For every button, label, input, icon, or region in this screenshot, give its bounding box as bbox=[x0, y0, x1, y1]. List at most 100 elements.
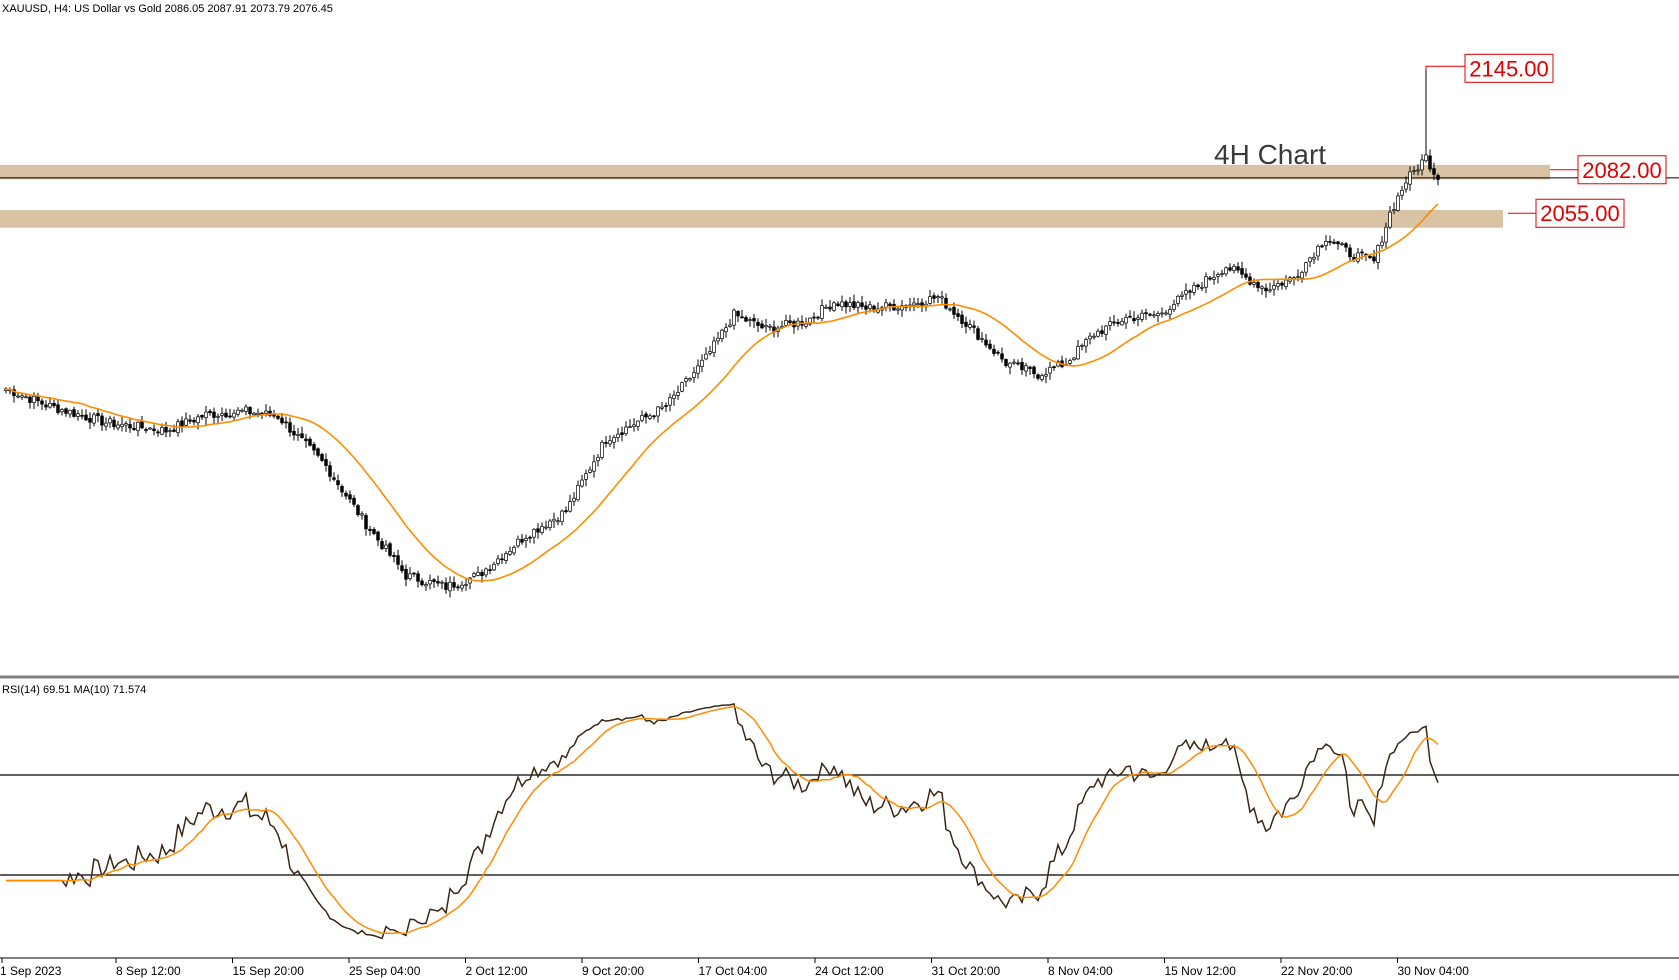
candle-body bbox=[768, 325, 772, 328]
candle-body bbox=[104, 422, 108, 427]
candle-body bbox=[600, 441, 604, 458]
candle-body bbox=[112, 419, 116, 428]
candle-body bbox=[700, 359, 704, 368]
candle-body bbox=[996, 351, 1000, 354]
candle-body bbox=[980, 338, 984, 340]
candle-body bbox=[652, 415, 656, 418]
candle-body bbox=[1324, 241, 1328, 247]
candle-body bbox=[636, 420, 640, 427]
candle-body bbox=[20, 395, 24, 398]
candle-body bbox=[684, 378, 688, 382]
candle-body bbox=[1128, 315, 1132, 318]
candle-body bbox=[1424, 154, 1428, 162]
level-label-2082.00: 2082.00 bbox=[1582, 158, 1662, 183]
candle-body bbox=[236, 409, 240, 415]
candle-body bbox=[356, 505, 360, 516]
candle-body bbox=[92, 414, 96, 424]
candle-body bbox=[1052, 366, 1056, 369]
candle-body bbox=[336, 480, 340, 486]
candle-body bbox=[480, 572, 484, 577]
candle-body bbox=[1120, 321, 1124, 326]
candle-body bbox=[40, 400, 44, 405]
candle-body bbox=[324, 459, 328, 466]
candle-body bbox=[348, 494, 352, 500]
candle-body bbox=[1096, 330, 1100, 337]
candle-body bbox=[252, 412, 256, 416]
candle-body bbox=[972, 325, 976, 328]
candle-body bbox=[136, 421, 140, 432]
candle-body bbox=[416, 573, 420, 582]
candle-body bbox=[940, 296, 944, 299]
candle-body bbox=[1356, 252, 1360, 262]
candle-body bbox=[392, 555, 396, 557]
candle-body bbox=[1160, 312, 1164, 315]
candle-body bbox=[368, 528, 372, 531]
candle-body bbox=[1032, 366, 1036, 375]
candle-body bbox=[524, 538, 528, 541]
level-label-2145.00: 2145.00 bbox=[1469, 56, 1549, 81]
candle-body bbox=[364, 515, 368, 530]
candle-body bbox=[412, 572, 416, 575]
symbol-header: XAUUSD, H4: US Dollar vs Gold 2086.05 20… bbox=[2, 3, 333, 15]
candle-body bbox=[604, 442, 608, 444]
candle-body bbox=[152, 428, 156, 432]
moving-average-line bbox=[5, 203, 1439, 582]
candle-body bbox=[1104, 325, 1108, 335]
candle-body bbox=[912, 302, 916, 306]
x-tick-label: 1 Sep 2023 bbox=[0, 964, 62, 978]
candle-body bbox=[1144, 312, 1148, 315]
zone-1 bbox=[0, 210, 1503, 228]
candle-body bbox=[64, 408, 68, 414]
candle-body bbox=[332, 477, 336, 480]
candle-body bbox=[612, 437, 616, 443]
candle-body bbox=[832, 302, 836, 311]
candle-body bbox=[1124, 317, 1128, 324]
candle-body bbox=[1020, 362, 1024, 371]
x-tick-label: 24 Oct 12:00 bbox=[815, 964, 884, 978]
candle-body bbox=[708, 351, 712, 354]
candle-body bbox=[1336, 241, 1340, 245]
candle-body bbox=[784, 320, 788, 326]
candle-body bbox=[936, 296, 940, 298]
candle-body bbox=[1108, 321, 1112, 326]
candle-body bbox=[1024, 365, 1028, 372]
candle-body bbox=[204, 411, 208, 419]
candle-body bbox=[968, 324, 972, 328]
candle-body bbox=[864, 305, 868, 310]
candle-body bbox=[108, 418, 112, 424]
candle-body bbox=[704, 353, 708, 360]
candle-body bbox=[1188, 290, 1192, 293]
candle-body bbox=[208, 410, 212, 414]
candle-body bbox=[820, 305, 824, 319]
candle-body bbox=[1132, 318, 1136, 322]
candle-body bbox=[496, 558, 500, 564]
candle-body bbox=[816, 316, 820, 319]
candle-body bbox=[28, 396, 32, 403]
candle-body bbox=[728, 324, 732, 327]
candle-body bbox=[748, 319, 752, 321]
candle-body bbox=[452, 582, 456, 588]
candle-body bbox=[756, 321, 760, 326]
x-tick-label: 8 Nov 04:00 bbox=[1048, 964, 1113, 978]
x-tick-label: 2 Oct 12:00 bbox=[466, 964, 528, 978]
candle-body bbox=[1136, 317, 1140, 320]
candle-body bbox=[148, 427, 152, 430]
candle-body bbox=[932, 295, 936, 299]
candle-body bbox=[228, 415, 232, 418]
candle-body bbox=[804, 323, 808, 327]
candle-body bbox=[992, 348, 996, 354]
candle-body bbox=[644, 413, 648, 418]
x-axis-ticks: 1 Sep 2023 8 Sep 12:00 15 Sep 20:00 25 Sep … bbox=[0, 958, 1469, 978]
candle-body bbox=[188, 419, 192, 422]
candle-body bbox=[1396, 195, 1400, 211]
candle-body bbox=[32, 396, 36, 403]
candle-body bbox=[1044, 374, 1048, 377]
candle-body bbox=[1260, 286, 1264, 289]
candle-body bbox=[1360, 251, 1364, 254]
candle-body bbox=[568, 501, 572, 512]
candle-body bbox=[1408, 171, 1412, 185]
candle-body bbox=[120, 423, 124, 427]
candle-body bbox=[372, 529, 376, 534]
candle-body bbox=[656, 406, 660, 417]
candle-body bbox=[640, 415, 644, 421]
